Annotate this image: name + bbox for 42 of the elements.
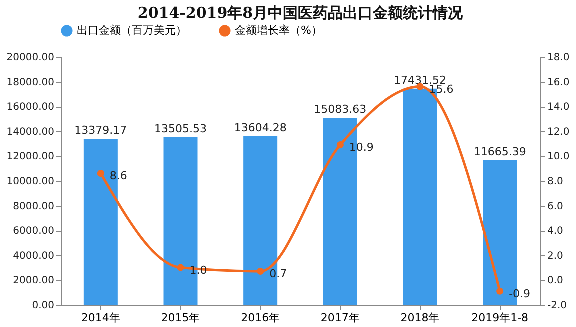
point <box>496 288 504 295</box>
y2-tick-label: -2.0 <box>548 300 568 312</box>
y2-tick-label: 8.0 <box>548 176 564 188</box>
y2-tick-label: 4.0 <box>548 226 564 238</box>
point <box>177 264 184 272</box>
y-tick-label: 4000.00 <box>13 250 54 262</box>
x-tick-label: 2019年1-8 <box>472 312 529 324</box>
y-tick-label: 10000.00 <box>6 176 54 188</box>
data-label: 1.0 <box>190 264 208 277</box>
y-tick-label: 20000.00 <box>6 52 54 64</box>
x-tick-label: 2014年 <box>81 312 120 324</box>
y-tick-label: 6000.00 <box>13 226 54 238</box>
point <box>257 268 264 276</box>
chart-title: 2014-2019年8月中国医药品出口金额统计情况 <box>138 4 464 22</box>
legend-label: 出口金额（百万美元） <box>77 24 187 37</box>
y2-tick-label: 6.0 <box>548 201 564 212</box>
data-label: 13505.53 <box>154 122 207 136</box>
y-tick-label: 8000.00 <box>13 201 54 212</box>
point <box>336 142 344 149</box>
x-tick-label: 2017年 <box>320 312 360 324</box>
x-tick-label: 2016年 <box>241 312 280 324</box>
y2-tick-label: 10.0 <box>548 152 570 163</box>
y-tick-label: 0.00 <box>32 300 54 312</box>
y2-tick-label: 16.0 <box>548 77 570 88</box>
legend-label: 金额增长率（%） <box>235 24 322 37</box>
y2-tick-label: 2.0 <box>548 250 564 262</box>
y-tick-label: 12000.00 <box>6 152 54 163</box>
x-tick-label: 2015年 <box>161 312 200 324</box>
y2-tick-label: 12.0 <box>548 126 570 138</box>
y-tick-label: 2000.00 <box>13 276 54 287</box>
data-label: 11665.39 <box>474 145 526 158</box>
y-tick-label: 14000.00 <box>6 126 54 138</box>
y2-tick-label: 0.0 <box>548 276 564 287</box>
data-label: 13604.28 <box>234 121 287 134</box>
data-label: 15083.63 <box>314 102 367 116</box>
point <box>97 170 104 178</box>
y2-tick-label: 18.0 <box>548 52 570 64</box>
data-label: 13379.17 <box>74 124 128 138</box>
x-tick-label: 2018年 <box>400 312 440 324</box>
y-tick-label: 16000.00 <box>6 102 54 114</box>
y-tick-label: 18000.00 <box>6 77 54 88</box>
y2-tick-label: 14.0 <box>548 102 570 114</box>
